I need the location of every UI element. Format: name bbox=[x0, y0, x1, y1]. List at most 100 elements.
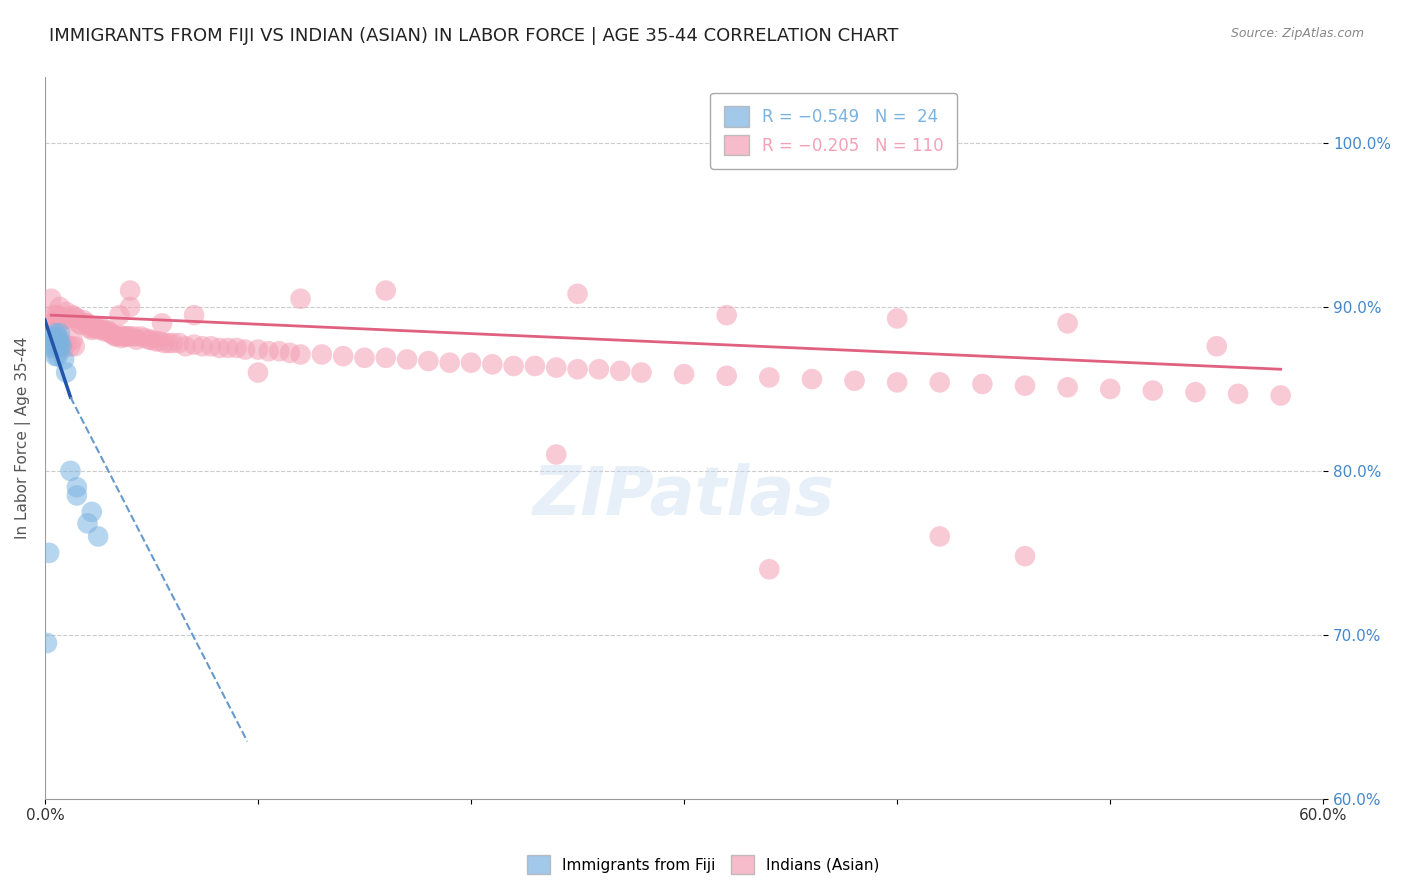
Point bbox=[108, 327, 131, 342]
Point bbox=[120, 300, 142, 314]
Text: ZIPatlas: ZIPatlas bbox=[533, 463, 835, 529]
Point bbox=[66, 480, 89, 494]
Point bbox=[39, 341, 62, 355]
Point bbox=[46, 319, 69, 334]
Point bbox=[63, 339, 86, 353]
Point bbox=[79, 321, 101, 335]
Point bbox=[70, 318, 93, 332]
Point bbox=[101, 327, 124, 342]
Point bbox=[588, 362, 610, 376]
Point bbox=[225, 341, 247, 355]
Point bbox=[716, 368, 738, 383]
Point bbox=[45, 336, 67, 351]
Legend: Immigrants from Fiji, Indians (Asian): Immigrants from Fiji, Indians (Asian) bbox=[520, 849, 886, 880]
Point bbox=[928, 529, 950, 543]
Point bbox=[93, 325, 115, 339]
Point bbox=[208, 341, 231, 355]
Point bbox=[108, 308, 131, 322]
Point bbox=[217, 341, 239, 355]
Point bbox=[129, 329, 152, 343]
Point bbox=[76, 516, 98, 531]
Point bbox=[162, 336, 184, 351]
Point bbox=[53, 341, 76, 355]
Point bbox=[332, 349, 354, 363]
Point bbox=[157, 336, 180, 351]
Point bbox=[104, 329, 127, 343]
Text: IMMIGRANTS FROM FIJI VS INDIAN (ASIAN) IN LABOR FORCE | AGE 35-44 CORRELATION CH: IMMIGRANTS FROM FIJI VS INDIAN (ASIAN) I… bbox=[49, 27, 898, 45]
Point bbox=[1014, 378, 1036, 392]
Point bbox=[609, 364, 631, 378]
Point bbox=[928, 376, 950, 390]
Point bbox=[84, 321, 107, 335]
Point bbox=[1014, 549, 1036, 563]
Point bbox=[246, 343, 269, 357]
Point bbox=[45, 308, 67, 322]
Point bbox=[502, 359, 524, 373]
Point bbox=[66, 488, 89, 502]
Point bbox=[183, 308, 205, 322]
Point bbox=[58, 311, 80, 326]
Point bbox=[67, 316, 90, 330]
Point bbox=[66, 311, 89, 326]
Point bbox=[120, 329, 142, 343]
Point bbox=[117, 329, 139, 343]
Point bbox=[149, 334, 172, 349]
Point bbox=[76, 316, 98, 330]
Point bbox=[46, 349, 69, 363]
Point bbox=[87, 529, 110, 543]
Point bbox=[800, 372, 823, 386]
Point bbox=[150, 316, 173, 330]
Point bbox=[39, 292, 62, 306]
Point bbox=[138, 333, 160, 347]
Point bbox=[51, 336, 73, 351]
Point bbox=[758, 370, 780, 384]
Point bbox=[38, 546, 60, 560]
Point bbox=[55, 305, 77, 319]
Point bbox=[42, 308, 65, 322]
Point bbox=[200, 339, 222, 353]
Point bbox=[374, 351, 396, 365]
Point bbox=[257, 344, 280, 359]
Point bbox=[46, 329, 69, 343]
Point bbox=[53, 352, 76, 367]
Point bbox=[42, 329, 65, 343]
Point bbox=[191, 339, 214, 353]
Point bbox=[87, 321, 110, 335]
Point bbox=[83, 321, 105, 335]
Point bbox=[120, 284, 142, 298]
Point bbox=[97, 325, 120, 339]
Point bbox=[55, 366, 77, 380]
Point bbox=[374, 284, 396, 298]
Point bbox=[546, 360, 568, 375]
Point bbox=[1184, 385, 1206, 400]
Point bbox=[1056, 316, 1078, 330]
Point bbox=[167, 336, 190, 351]
Point bbox=[1227, 387, 1250, 401]
Point bbox=[418, 354, 440, 368]
Point bbox=[80, 505, 103, 519]
Text: Source: ZipAtlas.com: Source: ZipAtlas.com bbox=[1230, 27, 1364, 40]
Point bbox=[1099, 382, 1122, 396]
Point bbox=[134, 331, 156, 345]
Point bbox=[246, 366, 269, 380]
Point bbox=[59, 313, 82, 327]
Point bbox=[46, 339, 69, 353]
Point bbox=[72, 313, 94, 327]
Point bbox=[183, 337, 205, 351]
Point bbox=[1270, 388, 1292, 402]
Point bbox=[80, 323, 103, 337]
Point bbox=[1205, 339, 1227, 353]
Point bbox=[91, 321, 114, 335]
Point bbox=[269, 344, 291, 359]
Point bbox=[353, 351, 375, 365]
Point bbox=[972, 376, 994, 391]
Point bbox=[49, 334, 72, 349]
Point bbox=[758, 562, 780, 576]
Point bbox=[55, 337, 77, 351]
Point bbox=[96, 323, 118, 337]
Point bbox=[42, 339, 65, 353]
Point bbox=[112, 329, 135, 343]
Point bbox=[35, 636, 58, 650]
Point bbox=[62, 333, 84, 347]
Point bbox=[460, 356, 482, 370]
